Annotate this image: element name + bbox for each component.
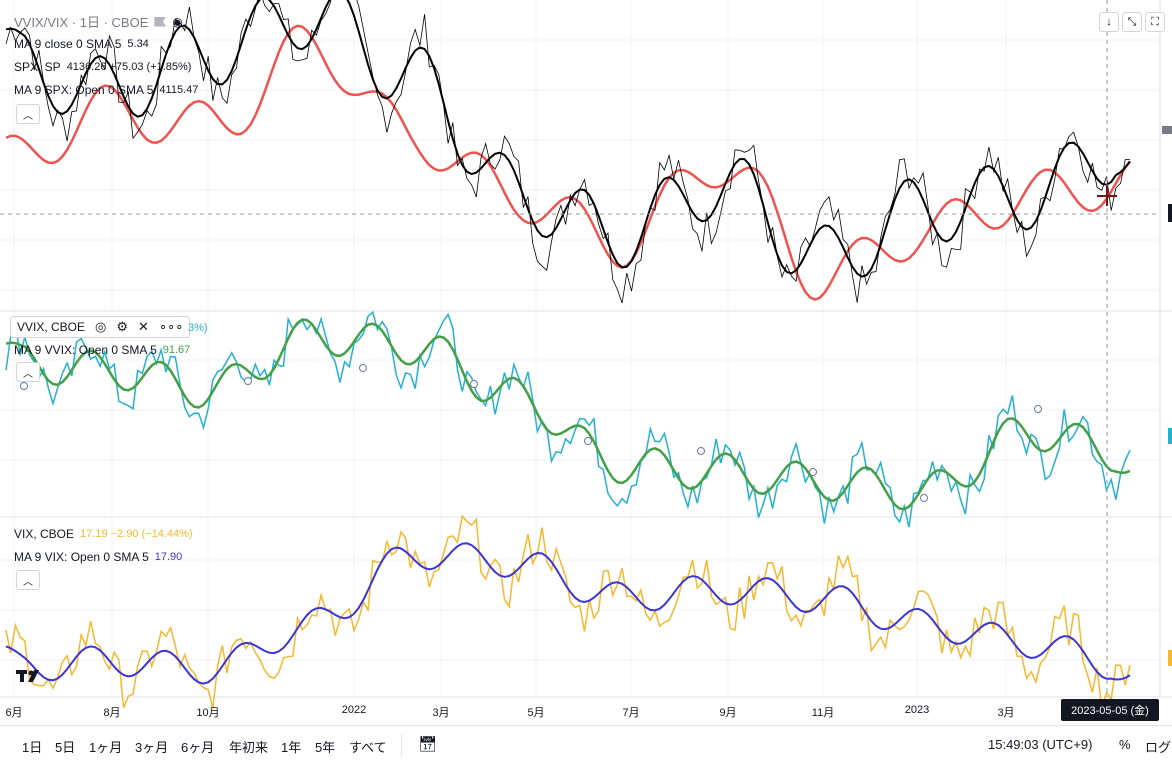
collapse-legend-button-pane1[interactable]: ︿ bbox=[16, 104, 40, 124]
vvix-marker bbox=[584, 437, 592, 445]
x-tick-label: 10月 bbox=[196, 707, 220, 719]
chevron-up-icon: ︿ bbox=[23, 368, 33, 380]
range-button-1d[interactable]: 1日 bbox=[22, 740, 43, 755]
legend-row-ma-spx[interactable]: MA 9 SPX: Open 0 SMA 5 4115.47 bbox=[14, 78, 198, 101]
range-button-1y[interactable]: 1年 bbox=[281, 740, 302, 755]
series-line-ma-vvix bbox=[5, 318, 1131, 511]
bottom-toolbar: 1日 5日 1ヶ月 3ヶ月 6ヶ月 年初来 1年 5年 すべて 📅︎ 15:49… bbox=[0, 725, 1172, 765]
flag-icon[interactable] bbox=[154, 16, 167, 27]
log-scale-toggle[interactable]: ログ bbox=[1145, 740, 1172, 755]
legend-label: VIX, CBOE bbox=[14, 526, 75, 541]
crosshair-overlay bbox=[0, 0, 1160, 697]
legend-value: 17.19 −2.90 (−14.44%) bbox=[80, 527, 193, 540]
x-tick-label: 9月 bbox=[719, 707, 737, 719]
range-button-all[interactable]: すべて bbox=[349, 740, 387, 755]
legend-label: MA 9 VIX: Open 0 SMA 5 bbox=[14, 549, 149, 564]
vvix-marker bbox=[470, 380, 478, 388]
clock-time[interactable]: 15:49:03 (UTC+9) bbox=[988, 737, 1093, 752]
vvix-marker bbox=[697, 447, 705, 455]
eye-slash-icon[interactable]: ◉ bbox=[172, 14, 183, 29]
maximize-icon: ⛶ bbox=[1151, 15, 1159, 28]
collapse-icon: ⤡ bbox=[1127, 15, 1137, 28]
legend-value: 4136.26 +75.03 (+1.85%) bbox=[66, 60, 192, 73]
vvix-marker bbox=[244, 377, 252, 385]
tradingview-logo[interactable] bbox=[16, 668, 44, 684]
series-line-ma-close bbox=[5, 0, 1131, 278]
range-button-1m[interactable]: 1ヶ月 bbox=[89, 740, 123, 755]
legend-value: 91.67 bbox=[162, 343, 191, 356]
collapse-legend-button-pane3[interactable]: ︿ bbox=[16, 570, 40, 590]
legend-label: VVIX, CBOE bbox=[17, 320, 86, 334]
maximize-pane-button[interactable]: ⛶ bbox=[1145, 12, 1165, 32]
legend-label: MA 9 SPX: Open 0 SMA 5 bbox=[14, 82, 154, 97]
range-button-ytd[interactable]: 年初来 bbox=[229, 740, 269, 755]
legend-row-ma-close[interactable]: MA 9 close 0 SMA 5 5.34 bbox=[14, 32, 198, 55]
legend-vvix-value: 3%) bbox=[188, 320, 208, 335]
x-tick-label: 3月 bbox=[997, 707, 1015, 719]
legend-pane2: MA 9 VVIX: Open 0 SMA 5 91.67 bbox=[14, 338, 190, 361]
range-button-6m[interactable]: 6ヶ月 bbox=[181, 740, 215, 755]
collapse-legend-button-pane2[interactable]: ︿ bbox=[16, 362, 40, 382]
legend-value: 17.90 bbox=[154, 550, 183, 563]
chevron-up-icon: ︿ bbox=[23, 110, 33, 122]
legend-value: 5.34 bbox=[127, 37, 149, 50]
legend-row-ma-vix[interactable]: MA 9 VIX: Open 0 SMA 5 17.90 bbox=[14, 545, 193, 568]
legend-label: MA 9 close 0 SMA 5 bbox=[14, 36, 122, 51]
series-line-vvix bbox=[5, 311, 1131, 528]
legend-value: 3%) bbox=[188, 322, 208, 334]
calendar-icon[interactable]: 📅︎ bbox=[418, 736, 438, 753]
move-down-button[interactable]: ↓ bbox=[1099, 12, 1119, 32]
more-icon[interactable]: ∘∘∘ bbox=[158, 319, 184, 334]
legend-pane1: MA 9 close 0 SMA 5 5.34 SPX, SP 4136.26 … bbox=[14, 32, 198, 101]
x-tick-label: 2022 bbox=[341, 704, 367, 716]
vvix-marker bbox=[920, 494, 928, 502]
vvix-marker bbox=[1034, 405, 1042, 413]
collapse-pane-button[interactable]: ⤡ bbox=[1122, 12, 1142, 32]
arrow-down-icon: ↓ bbox=[1106, 16, 1112, 28]
close-icon[interactable]: ✕ bbox=[138, 319, 149, 334]
symbol-title[interactable]: VVIX/VIX · 1日 · CBOE ◉ bbox=[14, 12, 183, 31]
vvix-marker bbox=[20, 382, 28, 390]
pane-vvix-vix bbox=[5, 0, 1131, 304]
legend-label: SPX, SP bbox=[14, 59, 61, 74]
gear-icon[interactable]: ⚙ bbox=[116, 319, 129, 334]
legend-value: 4115.47 bbox=[159, 83, 199, 96]
legend-pane3: VIX, CBOE 17.19 −2.90 (−14.44%) MA 9 VIX… bbox=[14, 522, 193, 568]
x-tick-label: 11月 bbox=[811, 707, 835, 719]
x-tick-label: 5月 bbox=[527, 707, 545, 719]
range-button-5d[interactable]: 5日 bbox=[55, 740, 76, 755]
price-marker-vix bbox=[1168, 650, 1172, 666]
series-line-vvix-vix bbox=[5, 0, 1131, 304]
range-button-3m[interactable]: 3ヶ月 bbox=[135, 740, 169, 755]
range-button-5y[interactable]: 5年 bbox=[315, 740, 336, 755]
legend-row-spx[interactable]: SPX, SP 4136.26 +75.03 (+1.85%) bbox=[14, 55, 198, 78]
price-marker-spx bbox=[1168, 204, 1172, 222]
series-line-ma-spx bbox=[5, 24, 1131, 301]
price-marker-vvix bbox=[1168, 428, 1172, 444]
legend-row-vix[interactable]: VIX, CBOE 17.19 −2.90 (−14.44%) bbox=[14, 522, 193, 545]
separator bbox=[401, 734, 402, 756]
legend-box-vvix[interactable]: VVIX, CBOE ◎ ⚙ ✕ ∘∘∘ bbox=[10, 316, 191, 338]
x-tick-label: 3月 bbox=[432, 707, 450, 719]
eye-icon[interactable]: ◎ bbox=[95, 319, 107, 334]
x-tick-label: 6月 bbox=[5, 707, 23, 719]
legend-row-ma-vvix[interactable]: MA 9 VVIX: Open 0 SMA 5 91.67 bbox=[14, 338, 190, 361]
chevron-up-icon: ︿ bbox=[23, 576, 33, 588]
symbol-title-text: VVIX/VIX · 1日 · CBOE bbox=[14, 15, 149, 30]
legend-label: MA 9 VVIX: Open 0 SMA 5 bbox=[14, 342, 157, 357]
price-marker-ma bbox=[1162, 126, 1172, 134]
crosshair-date-label: 2023-05-05 (金) bbox=[1061, 699, 1159, 721]
vvix-marker bbox=[809, 468, 817, 476]
series-line-ma-vix bbox=[5, 542, 1131, 685]
x-tick-label: 2023 bbox=[904, 704, 930, 716]
x-tick-label: 7月 bbox=[622, 707, 640, 719]
pane-vix bbox=[5, 514, 1131, 710]
vvix-marker bbox=[359, 364, 367, 372]
percent-scale-toggle[interactable]: % bbox=[1119, 737, 1131, 752]
grid-lines bbox=[0, 0, 1172, 698]
pane-vvix bbox=[5, 311, 1131, 528]
x-tick-label: 8月 bbox=[103, 707, 121, 719]
